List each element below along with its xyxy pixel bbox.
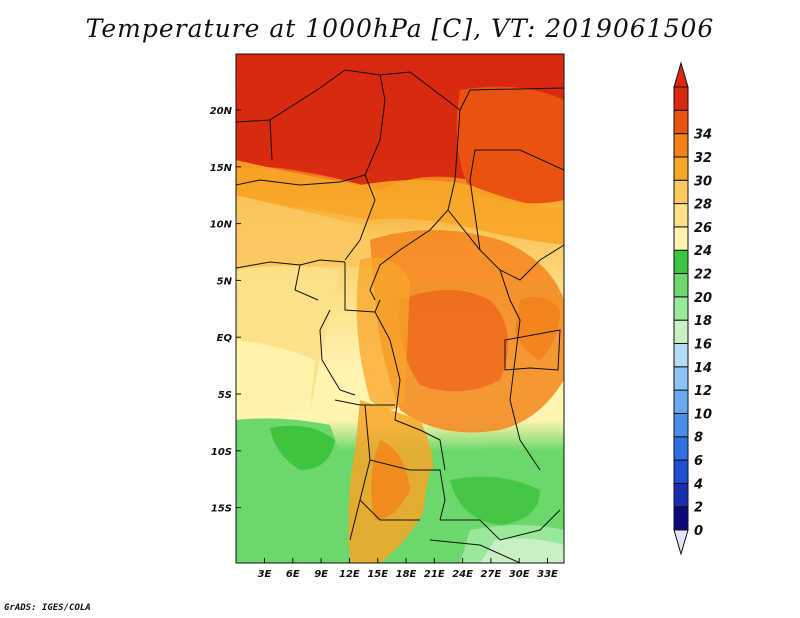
country-borders [236, 69, 564, 563]
colorbar-segment [673, 249, 689, 275]
colorbar-segment [673, 86, 689, 111]
colorbar-label: 12 [694, 384, 712, 399]
temperature-field [236, 54, 564, 563]
lat-tick-label: 15S [211, 504, 232, 515]
lat-tick-label: 5S [218, 390, 232, 401]
colorbar-label: 8 [694, 431, 703, 446]
colorbar-label: 18 [694, 314, 712, 329]
colorbar-segment [673, 412, 689, 438]
chart-title: Temperature at 1000hPa [C], VT: 20190615… [85, 14, 715, 43]
colorbar-over-triangle [673, 61, 689, 88]
colorbar-label: 0 [694, 524, 703, 539]
colorbar-segment [673, 436, 689, 461]
colorbar-segment [673, 319, 689, 344]
colorbar-label: 16 [694, 337, 712, 352]
map-frame [235, 53, 565, 564]
credit-label: GrADS: IGES/COLA [4, 603, 91, 613]
lon-tick-label: 15E [367, 569, 388, 580]
lon-tick-label: 30E [509, 569, 530, 580]
colorbar-segment [673, 459, 689, 484]
lon-tick-label: 6E [286, 569, 300, 580]
lon-tick-label: 12E [339, 569, 360, 580]
colorbar-label: 6 [694, 454, 703, 469]
lon-tick-label: 27E [481, 569, 502, 580]
colorbar-label: 14 [694, 361, 712, 376]
colorbar-segment [673, 179, 689, 205]
colorbar-segment [673, 389, 689, 414]
colorbar-label: 4 [693, 477, 703, 492]
colorbar-label: 30 [694, 174, 712, 189]
lon-tick-label: 18E [396, 569, 417, 580]
lat-tick-label: 20N [210, 106, 233, 117]
lat-tick-label: EQ [217, 333, 233, 344]
lat-tick-label: 15N [210, 163, 233, 174]
lat-tick-label: 10S [211, 447, 232, 458]
colorbar-label: 24 [694, 244, 712, 259]
lon-tick-label: 21E [424, 569, 445, 580]
colorbar-segment [673, 203, 689, 228]
longitude-axis: 3E 6E 9E 12E 15E 18E 21E 24E 27E 30E 33E [258, 558, 558, 580]
colorbar-label: 2 [694, 501, 703, 516]
colorbar-label: 10 [694, 407, 712, 422]
lon-tick-label: 9E [314, 569, 328, 580]
lat-tick-label: 10N [210, 220, 233, 231]
colorbar-segment [673, 342, 689, 368]
colorbar-segment [673, 273, 689, 298]
lon-tick-label: 33E [537, 569, 558, 580]
colorbar-segment [673, 156, 689, 181]
colorbar-segment [673, 296, 689, 321]
colorbar-segment [673, 506, 689, 531]
colorbar-segment [673, 226, 689, 251]
colorbar-label: 32 [694, 151, 712, 166]
colorbar-segment [673, 366, 689, 391]
colorbar-segment [673, 482, 689, 508]
colorbar-label: 22 [694, 268, 712, 283]
lon-tick-label: 24E [452, 569, 473, 580]
colorbar-under-triangle [673, 529, 689, 556]
colorbar-segment [673, 109, 689, 135]
latitude-axis: 20N 15N 10N 5N EQ 5S 10S 15S [210, 106, 241, 515]
colorbar-label: 28 [694, 198, 712, 213]
colorbar-label: 26 [694, 221, 712, 236]
lon-tick-label: 3E [258, 569, 272, 580]
colorbar-label: 34 [694, 128, 712, 143]
colorbar-label: 20 [694, 291, 712, 306]
colorbar-segment [673, 133, 689, 158]
lat-tick-label: 5N [217, 276, 233, 287]
